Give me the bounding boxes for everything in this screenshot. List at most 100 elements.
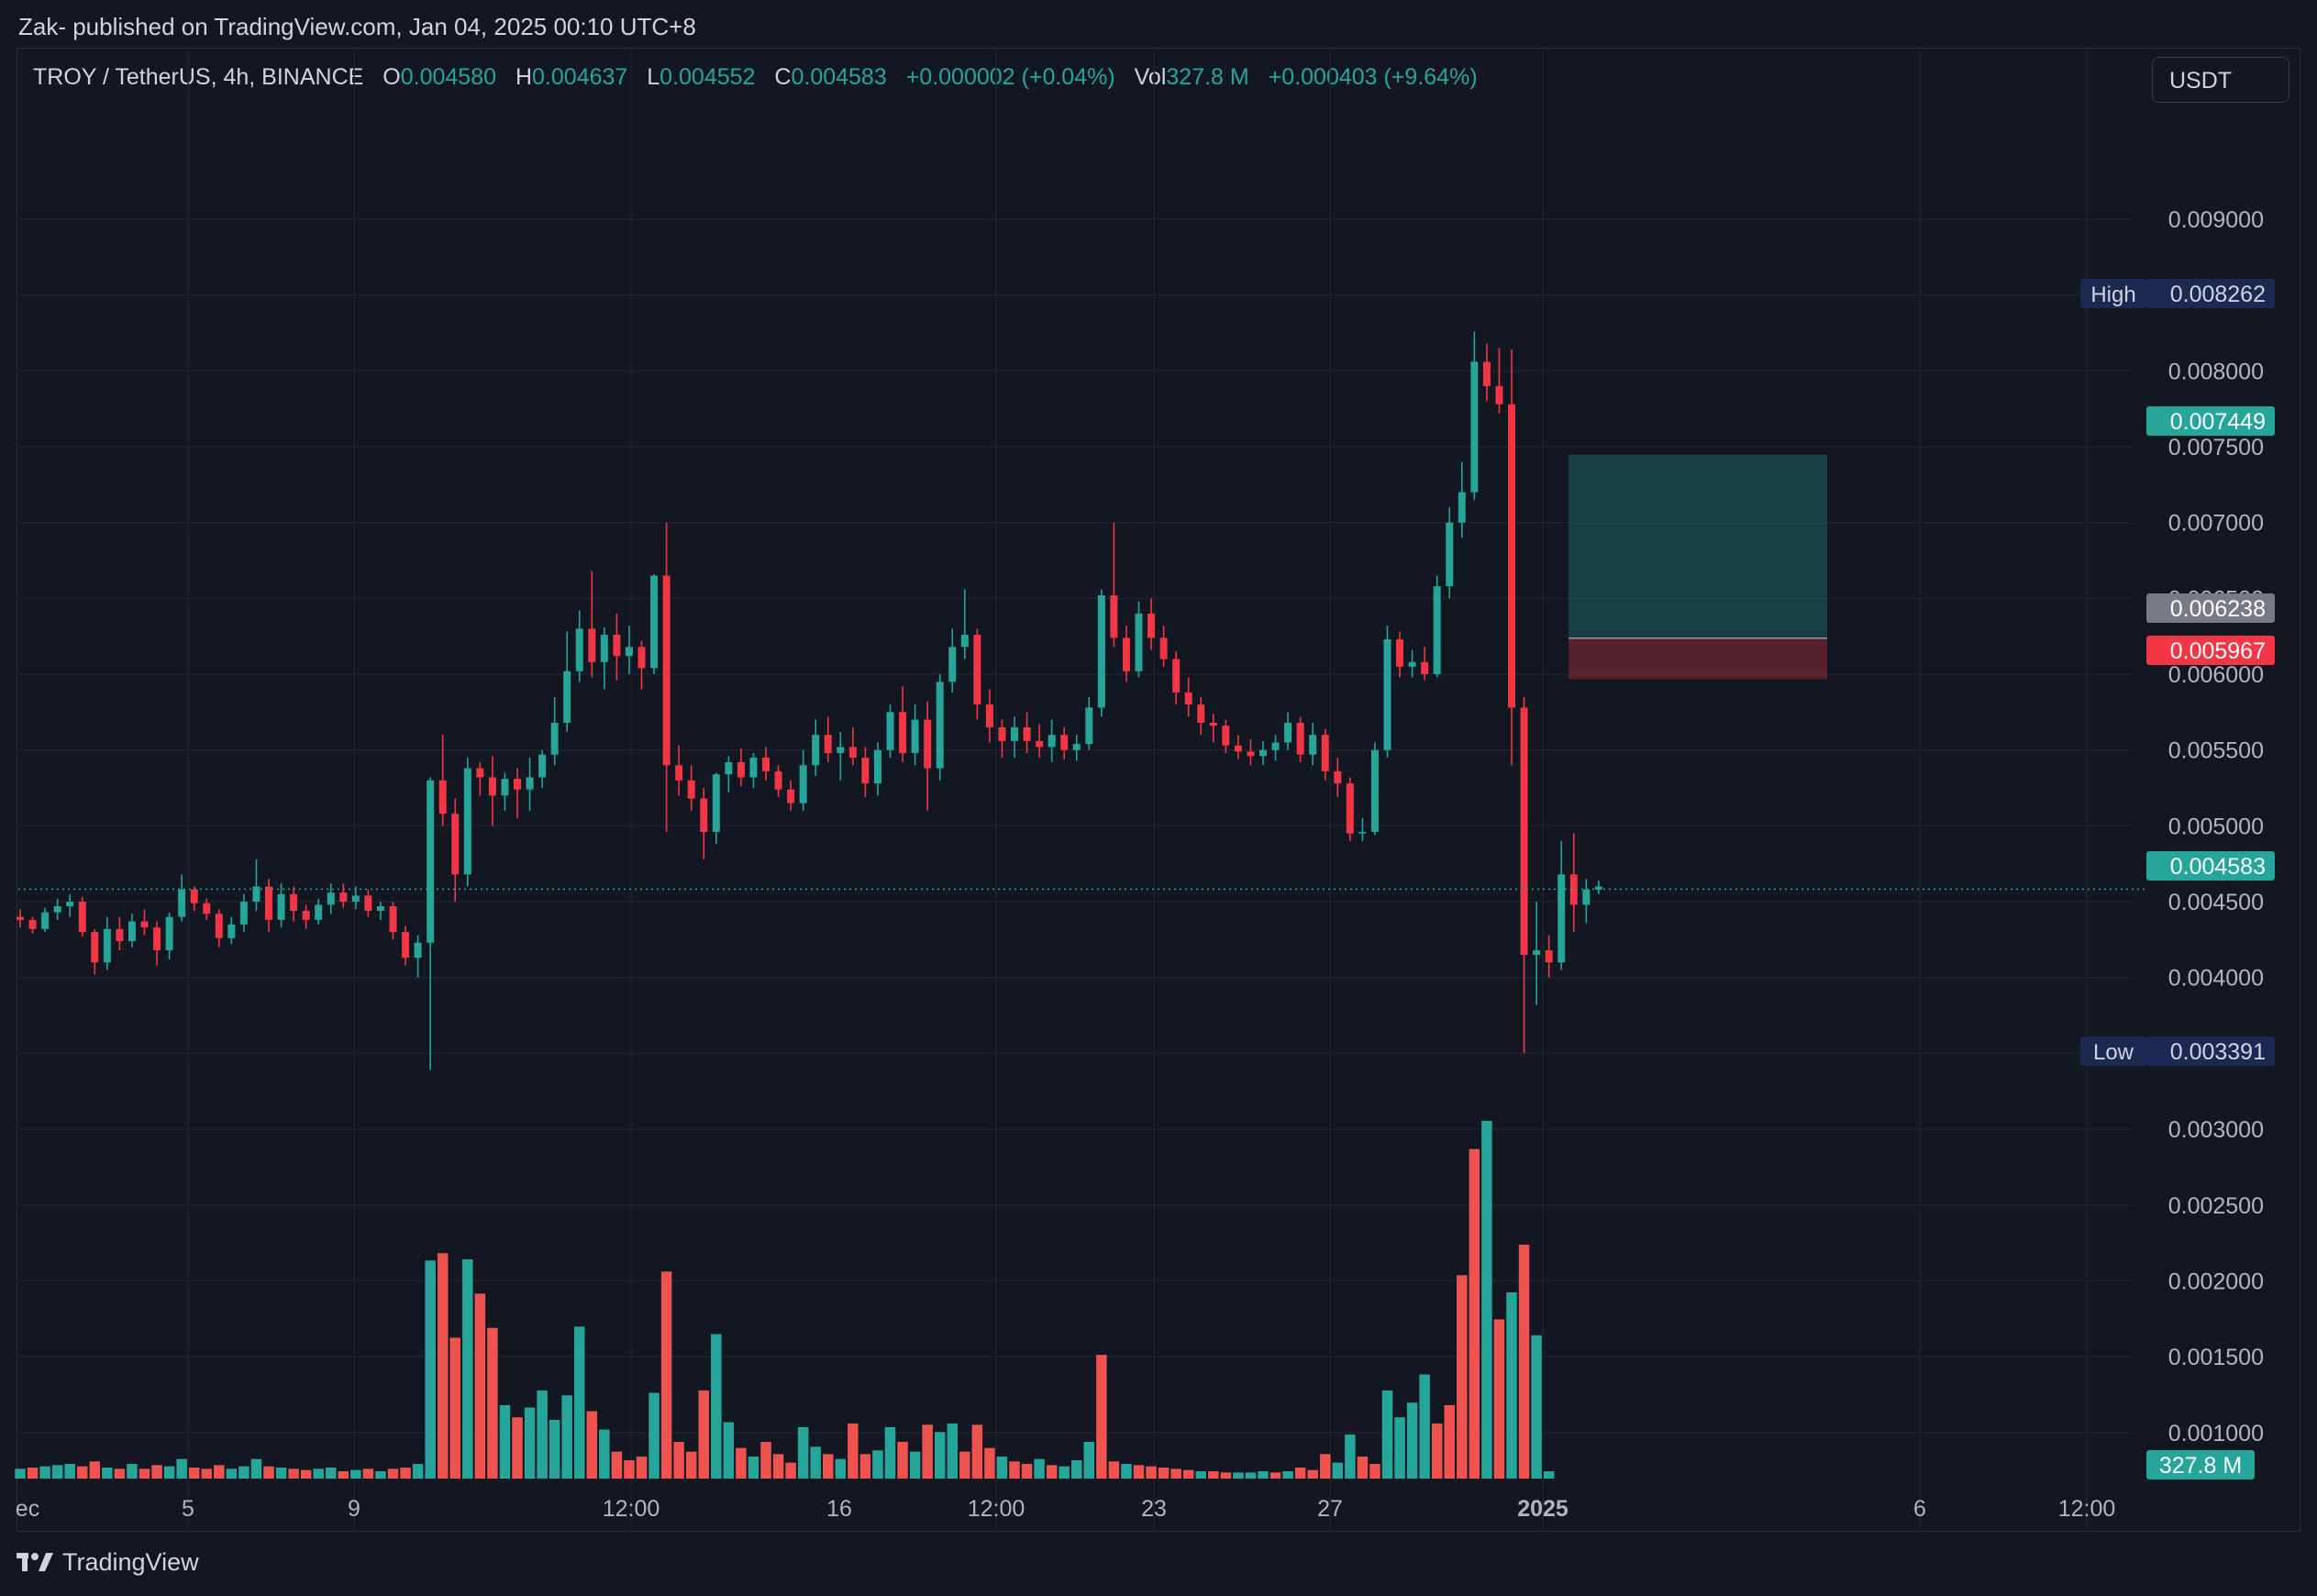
- candle-body: [178, 889, 186, 917]
- volume-marker: 327.8 M: [2159, 1453, 2242, 1479]
- high-marker-bg: [2146, 279, 2275, 308]
- volume-bar: [872, 1450, 883, 1479]
- volume-bar: [1345, 1434, 1356, 1479]
- volume-bar: [288, 1469, 299, 1479]
- volume-bar: [400, 1467, 411, 1479]
- volume-bar: [711, 1334, 722, 1479]
- candle-body: [140, 921, 149, 928]
- volume-bar: [823, 1454, 834, 1479]
- candle-body: [762, 757, 770, 771]
- candle-body: [41, 912, 50, 929]
- stop-marker: 0.005967: [2170, 638, 2266, 664]
- target-marker: 0.007449: [2170, 409, 2266, 435]
- candle-body: [327, 892, 335, 905]
- price-markers: High 0.0082620.0074490.0062380.0059670.00…: [2080, 279, 2275, 1480]
- candle-body: [1383, 639, 1391, 750]
- candle-body: [1421, 661, 1429, 675]
- candle-body: [302, 910, 310, 920]
- volume-bar: [996, 1456, 1008, 1479]
- volume-bar: [698, 1390, 709, 1479]
- candle-body: [17, 916, 24, 920]
- candle-body: [1482, 361, 1491, 386]
- volume-bar: [660, 1271, 672, 1479]
- volume-bar: [412, 1463, 424, 1479]
- candle-body: [812, 735, 820, 766]
- candle-body: [1309, 735, 1317, 755]
- volume-bar: [1269, 1472, 1281, 1479]
- entry-marker: 0.006238: [2170, 596, 2266, 622]
- volume-bar: [437, 1253, 449, 1479]
- candle-body: [998, 726, 1006, 741]
- candle-body: [526, 777, 534, 790]
- candle-body: [1159, 637, 1168, 659]
- candle-body: [28, 919, 37, 929]
- volume-bar: [300, 1469, 312, 1479]
- candle-body: [53, 906, 61, 913]
- candle-body: [899, 712, 907, 754]
- candle-body: [389, 906, 397, 933]
- volume-bar: [176, 1458, 187, 1479]
- volume-bar: [772, 1454, 784, 1479]
- price-tick-label: 0.007500: [2168, 435, 2264, 460]
- volume-label: Vol: [1134, 64, 1167, 90]
- currency-button[interactable]: USDT: [2152, 57, 2289, 103]
- volume-bar: [797, 1426, 809, 1479]
- candle-body: [936, 682, 944, 769]
- price-tick-label: 0.006000: [2168, 662, 2264, 688]
- low-marker-tag: Low: [2093, 1040, 2134, 1065]
- volume-bar: [263, 1466, 274, 1479]
- candle-body: [625, 647, 633, 657]
- volume-bar: [1182, 1469, 1194, 1479]
- volume-bar: [884, 1426, 896, 1479]
- volume-bar: [736, 1447, 747, 1479]
- volume-bar: [947, 1423, 958, 1479]
- candle-body: [1247, 751, 1255, 757]
- time-tick-label: 2025: [1517, 1496, 1569, 1522]
- stop-zone: [1569, 637, 1827, 680]
- candle-body: [613, 635, 621, 657]
- price-tick-label: 0.002500: [2168, 1193, 2264, 1219]
- volume-bar: [1518, 1244, 1530, 1479]
- time-tick-label: 27: [1317, 1496, 1343, 1522]
- volume-bar: [139, 1469, 150, 1479]
- candle-body: [1184, 692, 1192, 705]
- last-price-marker-bg: [2146, 851, 2275, 881]
- volume-bar: [1381, 1390, 1393, 1479]
- candle-body: [1060, 735, 1069, 750]
- candle-body: [1321, 735, 1329, 771]
- candle-body: [1396, 639, 1404, 667]
- candle-body: [924, 719, 932, 769]
- candle-body: [973, 635, 981, 705]
- candle-body: [1433, 586, 1441, 675]
- volume-bar: [499, 1404, 511, 1479]
- volume-bar: [1158, 1467, 1170, 1479]
- candle-body: [1495, 385, 1503, 405]
- tradingview-brand[interactable]: TradingView: [17, 1548, 199, 1577]
- close-label: C: [774, 64, 792, 90]
- volume-value: 327.8 M: [1166, 64, 1249, 90]
- candle-body: [1520, 707, 1528, 955]
- volume-bar: [1121, 1463, 1132, 1479]
- volume-bar: [1457, 1275, 1468, 1479]
- publisher-line: Zak- published on TradingView.com, Jan 0…: [18, 13, 696, 40]
- low-marker-tag-bg: [2080, 1036, 2146, 1066]
- volume-bar: [1108, 1461, 1120, 1479]
- candle-body: [488, 777, 496, 796]
- candle-body: [265, 886, 272, 920]
- volume-bar: [1021, 1463, 1033, 1479]
- volume-bar: [15, 1469, 26, 1479]
- time-tick-label: 9: [348, 1496, 360, 1522]
- candle-body: [1271, 742, 1280, 750]
- time-tick-label: ec: [16, 1496, 39, 1522]
- candle-layer: [17, 331, 2146, 1070]
- volume-bar: [226, 1469, 238, 1479]
- price-tick-label: 0.005000: [2168, 814, 2264, 839]
- volume-bar: [1320, 1454, 1331, 1479]
- position-tool[interactable]: [1569, 454, 1827, 680]
- candle-body: [1470, 361, 1479, 493]
- high-marker-tag: High: [2090, 283, 2135, 307]
- candle-body: [315, 904, 323, 920]
- candle-body: [550, 722, 559, 755]
